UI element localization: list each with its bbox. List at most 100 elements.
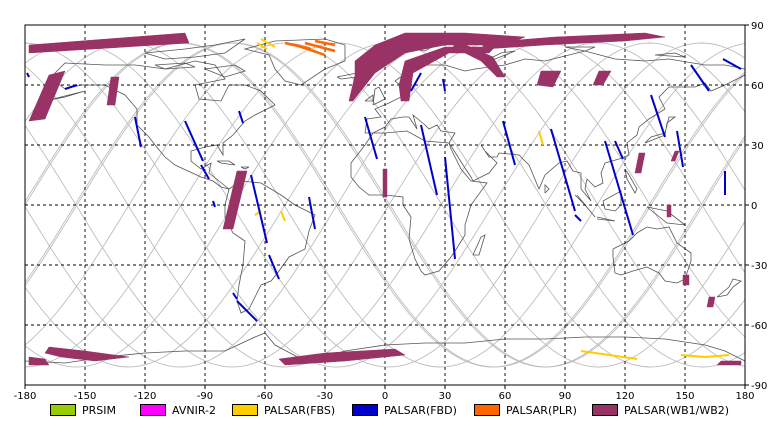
coastline	[204, 64, 246, 78]
palsar-fbd-track	[184, 120, 204, 162]
legend: PRSIM AVNIR-2 PALSAR(FBS) PALSAR(FBD) PA…	[0, 400, 770, 420]
legend-swatch-palsar-fbd	[352, 404, 378, 416]
y-tick-label: 30	[751, 141, 764, 152]
palsar-wb-swath	[28, 32, 190, 54]
palsar-fbd-track	[722, 58, 742, 70]
x-tick-label: 60	[499, 391, 512, 402]
legend-item-palsar-wb: PALSAR(WB1/WB2)	[592, 402, 729, 418]
legend-label-palsar-fbs: PALSAR(FBS)	[264, 403, 336, 417]
coastline	[364, 94, 374, 102]
x-tick-label: 120	[615, 391, 634, 402]
palsar-wb-swath	[480, 32, 666, 50]
palsar-fbs-track	[256, 42, 268, 50]
y-tick-label: -30	[751, 261, 767, 272]
palsar-fbd-track	[604, 140, 634, 236]
x-tick-label: -120	[134, 391, 157, 402]
palsar-fbd-track	[410, 72, 422, 92]
palsar-wb-swath	[452, 40, 506, 78]
coastline	[216, 160, 236, 166]
grid-lines	[25, 25, 745, 385]
palsar-fbd-track	[308, 196, 316, 230]
palsar-fbd-track	[364, 116, 378, 160]
x-tick-label: -30	[317, 391, 333, 402]
palsar-wb-swath	[670, 150, 680, 162]
palsar-fbd-track	[614, 140, 624, 160]
palsar-fbs-track	[580, 350, 638, 360]
palsar-wb-swath	[278, 348, 406, 366]
legend-label-palsar-plr: PALSAR(PLR)	[506, 403, 577, 417]
coastline	[144, 38, 246, 60]
acquisition-swaths	[26, 32, 742, 366]
palsar-fbd-track	[574, 214, 582, 222]
palsar-fbs-track	[538, 130, 544, 146]
palsar-wb-swath	[106, 76, 120, 106]
palsar-fbd-track	[268, 254, 280, 280]
palsar-fbd-track	[232, 292, 238, 300]
palsar-wb-swath	[592, 70, 612, 86]
legend-swatch-palsar-plr	[474, 404, 500, 416]
palsar-wb-swath	[222, 170, 248, 230]
legend-label-palsar-fbd: PALSAR(FBD)	[384, 403, 457, 417]
palsar-wb-swath	[666, 204, 672, 218]
coastline	[644, 116, 677, 144]
legend-item-palsar-fbd: PALSAR(FBD)	[352, 402, 457, 418]
legend-label-prsim: PRSIM	[82, 403, 116, 417]
palsar-wb-swath	[634, 152, 646, 174]
palsar-fbd-track	[236, 300, 258, 322]
legend-label-avnir2: AVNIR-2	[172, 403, 216, 417]
palsar-fbd-track	[250, 174, 268, 244]
legend-item-prsim: PRSIM	[50, 402, 116, 418]
coastline	[596, 216, 616, 222]
x-tick-label: -180	[14, 391, 37, 402]
legend-swatch-palsar-fbs	[232, 404, 258, 416]
palsar-wb-swath	[28, 70, 66, 122]
palsar-wb-swath	[382, 168, 388, 198]
y-tick-label: 90	[751, 21, 764, 32]
palsar-wb-swath	[348, 32, 526, 102]
palsar-fbd-track	[550, 128, 576, 212]
palsar-fbd-track	[690, 64, 710, 92]
palsar-wb-swath	[28, 356, 50, 366]
coastline	[364, 50, 746, 134]
y-tick-label: -90	[751, 381, 767, 392]
coastline	[602, 190, 622, 212]
coastline	[716, 278, 742, 298]
legend-item-avnir2: AVNIR-2	[140, 402, 216, 418]
coastline	[564, 46, 596, 52]
palsar-fbd-track	[502, 120, 516, 166]
palsar-fbd-track	[134, 116, 142, 148]
palsar-wb-swath	[44, 346, 130, 362]
coastline	[224, 180, 316, 314]
palsar-fbd-track	[64, 84, 78, 90]
palsar-plr-track	[314, 39, 336, 47]
palsar-fbs-track	[280, 210, 286, 222]
x-tick-label: -90	[197, 391, 213, 402]
coastline	[154, 62, 196, 70]
y-tick-label: 60	[751, 81, 764, 92]
legend-item-palsar-fbs: PALSAR(FBS)	[232, 402, 335, 418]
orbit-track	[24, 42, 746, 368]
y-tick-label: -60	[751, 321, 767, 332]
palsar-fbd-track	[420, 124, 438, 196]
palsar-fbd-track	[444, 156, 456, 260]
palsar-wb-swath	[716, 360, 742, 366]
legend-swatch-avnir2	[140, 404, 166, 416]
palsar-fbd-track	[26, 72, 30, 78]
x-tick-label: -150	[74, 391, 97, 402]
coastline	[365, 74, 746, 202]
coastline	[350, 130, 488, 276]
palsar-fbd-track	[650, 94, 666, 138]
coastline	[544, 184, 550, 194]
coastline	[624, 168, 638, 194]
legend-item-palsar-plr: PALSAR(PLR)	[474, 402, 577, 418]
palsar-fbd-track	[676, 130, 684, 168]
palsar-fbd-track	[200, 164, 210, 180]
palsar-plr-track	[284, 41, 312, 51]
palsar-wb-swath	[536, 70, 562, 88]
x-tick-label: 30	[439, 391, 452, 402]
y-tick-label: 0	[751, 201, 757, 212]
palsar-plr-track	[304, 41, 336, 53]
coastline	[24, 332, 746, 364]
palsar-wb-swath	[706, 296, 716, 308]
coastline	[574, 194, 596, 218]
